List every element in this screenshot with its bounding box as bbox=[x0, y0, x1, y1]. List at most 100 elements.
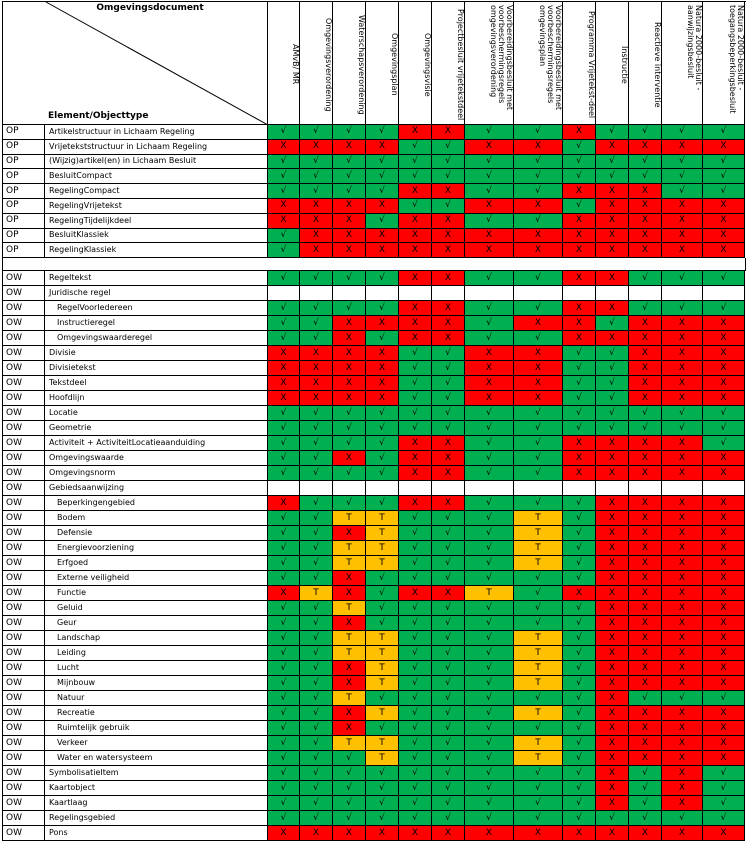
cell: √ bbox=[432, 751, 465, 767]
row-element: Kaartlaag bbox=[45, 796, 268, 812]
cell: √ bbox=[399, 721, 432, 737]
cell: √ bbox=[300, 706, 333, 722]
cell: √ bbox=[563, 511, 596, 527]
cell: √ bbox=[563, 781, 596, 797]
cell: √ bbox=[399, 511, 432, 527]
row-type: OW bbox=[2, 421, 45, 437]
spacer-row bbox=[2, 258, 746, 272]
cell: √ bbox=[366, 691, 399, 707]
column-header: Reactieve interventie bbox=[629, 1, 662, 125]
cell: X bbox=[514, 316, 563, 332]
cell: X bbox=[514, 361, 563, 377]
cell: X bbox=[432, 213, 465, 229]
row-type: OW bbox=[2, 301, 45, 317]
cell: X bbox=[662, 331, 703, 347]
cell: X bbox=[596, 631, 629, 647]
cell: √ bbox=[268, 556, 300, 572]
cell: X bbox=[333, 676, 366, 692]
cell: X bbox=[465, 346, 514, 362]
cell: X bbox=[300, 346, 333, 362]
cell: X bbox=[399, 271, 432, 287]
cell: √ bbox=[563, 766, 596, 782]
row-element: Tekstdeel bbox=[45, 376, 268, 392]
cell: √ bbox=[333, 169, 366, 185]
cell bbox=[300, 481, 333, 497]
cell: X bbox=[432, 316, 465, 332]
cell: √ bbox=[662, 125, 703, 140]
row-type: OW bbox=[2, 691, 45, 707]
cell: √ bbox=[465, 331, 514, 347]
row-element: Geluid bbox=[45, 601, 268, 617]
cell: √ bbox=[465, 631, 514, 647]
column-header: Instructie bbox=[596, 1, 629, 125]
cell: √ bbox=[300, 125, 333, 140]
cell: √ bbox=[399, 361, 432, 377]
cell: X bbox=[629, 228, 662, 244]
cell: T bbox=[366, 676, 399, 692]
cell: √ bbox=[366, 125, 399, 140]
cell: √ bbox=[432, 139, 465, 155]
cell: X bbox=[629, 361, 662, 377]
cell: √ bbox=[563, 391, 596, 407]
cell: X bbox=[629, 316, 662, 332]
row-type: OP bbox=[2, 154, 45, 170]
cell: √ bbox=[629, 301, 662, 317]
row-element: BesluitKlassiek bbox=[45, 228, 268, 244]
row-element: Pons bbox=[45, 826, 268, 842]
cell: √ bbox=[465, 541, 514, 557]
cell: √ bbox=[268, 526, 300, 542]
cell: √ bbox=[432, 796, 465, 812]
cell: X bbox=[662, 706, 703, 722]
cell: √ bbox=[300, 316, 333, 332]
cell: X bbox=[596, 601, 629, 617]
cell: √ bbox=[268, 811, 300, 827]
cell: X bbox=[465, 376, 514, 392]
cell: X bbox=[399, 466, 432, 482]
cell: X bbox=[399, 826, 432, 842]
cell: X bbox=[596, 466, 629, 482]
cell: T bbox=[333, 601, 366, 617]
cell: √ bbox=[300, 646, 333, 662]
cell bbox=[514, 481, 563, 497]
cell: √ bbox=[629, 691, 662, 707]
cell: √ bbox=[366, 301, 399, 317]
cell: √ bbox=[300, 766, 333, 782]
row-element: Regeltekst bbox=[45, 271, 268, 287]
cell: X bbox=[333, 376, 366, 392]
cell: X bbox=[629, 199, 662, 214]
cell: √ bbox=[366, 616, 399, 632]
cell: √ bbox=[268, 406, 300, 422]
cell: √ bbox=[366, 271, 399, 287]
cell: √ bbox=[465, 601, 514, 617]
cell: √ bbox=[268, 646, 300, 662]
cell: √ bbox=[596, 169, 629, 185]
cell: √ bbox=[432, 541, 465, 557]
cell: √ bbox=[514, 271, 563, 287]
cell: √ bbox=[432, 346, 465, 362]
cell: X bbox=[366, 139, 399, 155]
cell: X bbox=[563, 316, 596, 332]
cell: √ bbox=[662, 406, 703, 422]
cell: X bbox=[399, 228, 432, 244]
row-type: OW bbox=[2, 631, 45, 647]
cell: √ bbox=[514, 125, 563, 140]
cell: √ bbox=[703, 301, 745, 317]
cell: T bbox=[514, 646, 563, 662]
cell bbox=[629, 481, 662, 497]
cell: √ bbox=[629, 169, 662, 185]
cell: √ bbox=[563, 676, 596, 692]
cell: X bbox=[333, 391, 366, 407]
cell: X bbox=[432, 184, 465, 199]
cell: √ bbox=[465, 184, 514, 199]
cell: √ bbox=[563, 571, 596, 587]
cell: √ bbox=[514, 781, 563, 797]
cell: X bbox=[596, 511, 629, 527]
cell: X bbox=[596, 556, 629, 572]
cell: √ bbox=[703, 406, 745, 422]
cell: √ bbox=[432, 691, 465, 707]
cell: √ bbox=[703, 781, 745, 797]
row-type: OW bbox=[2, 466, 45, 482]
cell: X bbox=[703, 661, 745, 677]
cell: X bbox=[596, 228, 629, 244]
cell: √ bbox=[514, 601, 563, 617]
